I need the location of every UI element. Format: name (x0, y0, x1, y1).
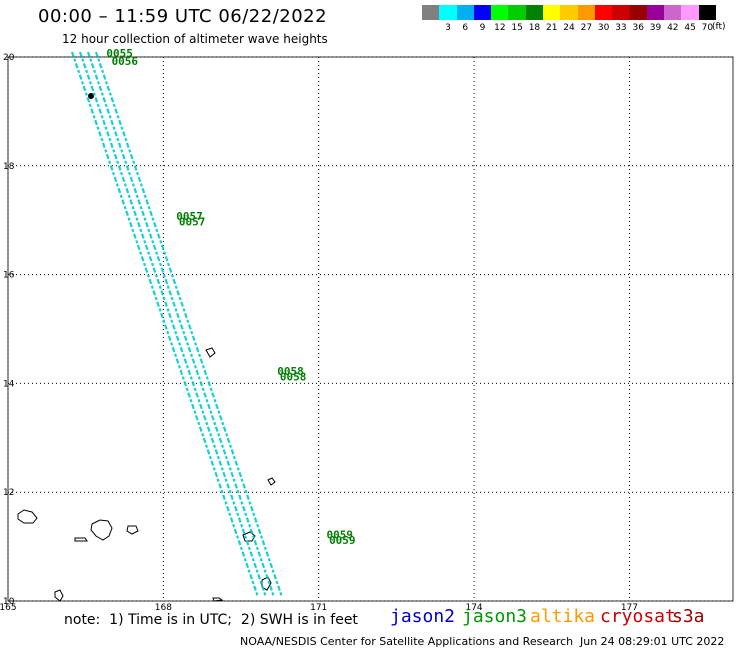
map-subtitle: 12 hour collection of altimeter wave hei… (62, 32, 328, 46)
legend-swatch (681, 5, 699, 20)
latitude-tick-label: 10 (3, 597, 15, 607)
altimeter-track (86, 51, 276, 598)
satellite-name: s3a (672, 606, 705, 627)
legend-label: 18 (528, 23, 541, 33)
longitude-tick-label: 165 (0, 603, 17, 613)
legend-swatch (560, 5, 578, 20)
altimeter-track (78, 51, 268, 598)
legend-label: 30 (597, 23, 610, 33)
legend-label: 70 (701, 23, 714, 33)
island (267, 477, 276, 486)
time-marker-label: 0055 (106, 47, 132, 60)
color-legend: 3 6 9 12 15 18 21 24 27 30 33 36 39 42 45 70 (422, 5, 717, 33)
legend-label: 12 (494, 23, 506, 33)
legend-label: 45 (684, 23, 696, 33)
legend-swatch (525, 5, 544, 20)
legend-labels: 3 6 9 12 15 18 21 24 27 30 33 36 39 42 45 70 (422, 23, 716, 33)
time-marker-label: 0057 (179, 216, 206, 229)
legend-swatch (594, 5, 613, 20)
legend-label: 39 (649, 23, 662, 33)
island (212, 597, 224, 602)
latitude-tick-label: 12 (3, 488, 14, 498)
latitude-tick-label: 16 (3, 271, 15, 281)
legend-swatch (646, 5, 665, 20)
legend-label: 36 (632, 23, 644, 33)
legend-swatch (439, 5, 457, 20)
legend-swatch (543, 5, 561, 20)
time-marker-label: 0056 (112, 55, 139, 68)
legend-label: 24 (563, 23, 575, 33)
satellite-name: jason2 (390, 606, 456, 627)
legend-label: 21 (546, 23, 558, 33)
longitude-tick-label: 168 (155, 603, 172, 613)
legend-label: 9 (479, 23, 486, 33)
time-marker-label: 0058 (277, 365, 304, 378)
legend-swatch (629, 5, 647, 20)
legend-swatch (491, 5, 509, 20)
island (74, 537, 88, 542)
legend-swatch (422, 5, 440, 20)
legend-swatch (664, 5, 682, 20)
satellite-name: jason3 (462, 606, 528, 627)
legend-swatch (508, 5, 526, 20)
map-grid (7, 56, 734, 602)
satellite-name: cryosat (600, 606, 676, 627)
latitude-tick-label: 18 (3, 162, 15, 172)
time-marker-label: 0058 (280, 371, 307, 384)
longitude-tick-label: 171 (310, 603, 327, 613)
island-outlines (17, 93, 276, 602)
legend-swatch (456, 5, 474, 20)
legend-swatch (698, 5, 717, 20)
island-dot (88, 93, 94, 99)
legend-swatch (577, 5, 595, 20)
time-marker-label: 0057 (176, 210, 203, 223)
island (90, 519, 113, 541)
legend-swatches (422, 5, 717, 20)
axis-labels: 165 168 171 174 177 20 18 16 14 12 10 (0, 53, 638, 613)
legend-label: 42 (667, 23, 679, 33)
footer-note: note: 1) Time is in UTC; 2) SWH is in fe… (64, 612, 358, 628)
footer-timestamp: Jun 24 08:29:01 UTC 2022 (580, 635, 725, 648)
island (126, 525, 139, 535)
altimeter-tracks (70, 51, 284, 598)
legend-swatch (612, 5, 630, 20)
legend-label: 15 (511, 23, 523, 33)
map-title: 00:00 – 11:59 UTC 06/22/2022 (38, 6, 328, 27)
time-marker-label: 0059 (326, 528, 353, 541)
satellite-name: altika (530, 606, 596, 627)
altimeter-track (94, 51, 284, 598)
legend-units: (ft) (712, 22, 726, 32)
latitude-tick-label: 14 (3, 379, 15, 389)
legend-swatch (473, 5, 492, 20)
island (205, 347, 216, 358)
legend-label: 6 (462, 23, 469, 33)
island (17, 509, 38, 524)
altimeter-track (70, 51, 260, 598)
island (54, 589, 64, 602)
longitude-tick-label: 174 (465, 603, 482, 613)
footer-credit: NOAA/NESDIS Center for Satellite Applica… (240, 635, 574, 648)
time-marker-label: 0059 (329, 534, 356, 547)
longitude-tick-label: 177 (621, 603, 638, 613)
latitude-tick-label: 20 (3, 53, 15, 63)
legend-label: 33 (615, 23, 627, 33)
legend-label: 27 (580, 23, 593, 33)
legend-label: 3 (445, 23, 451, 33)
